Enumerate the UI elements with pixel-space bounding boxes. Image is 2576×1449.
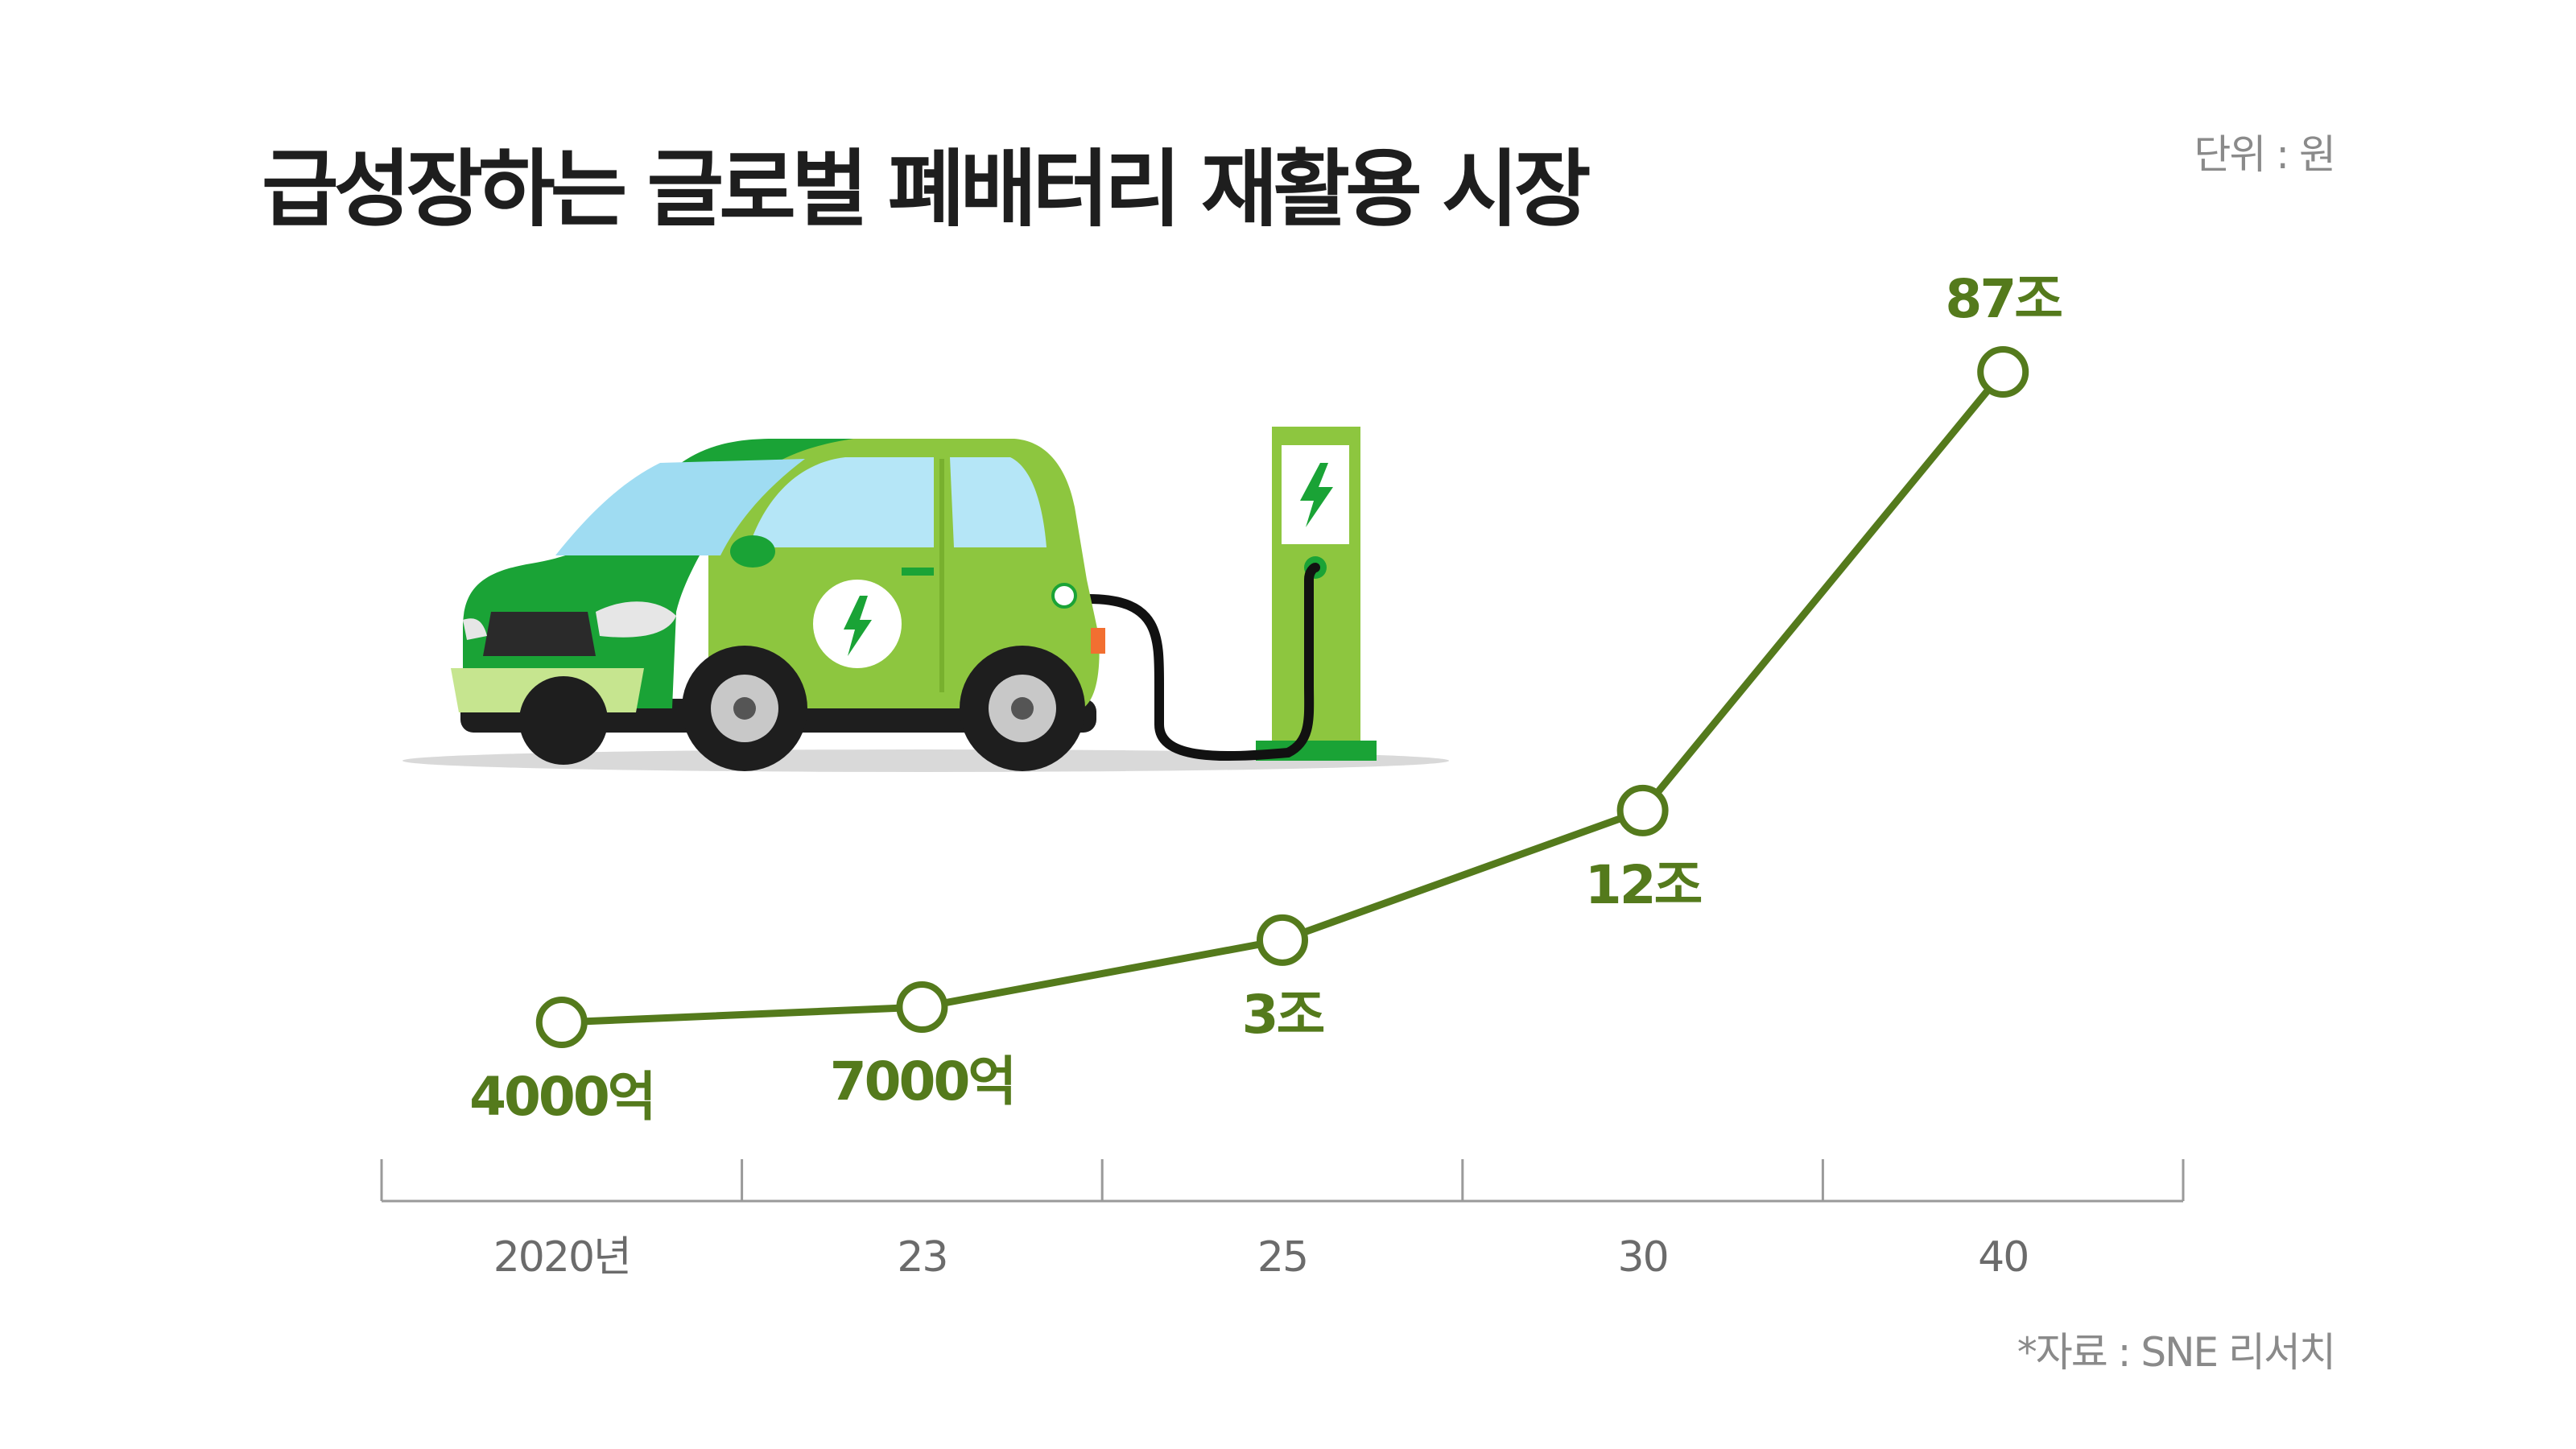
data-value-labels: 4000억 7000억 3조 12조 87조 xyxy=(469,268,2064,1128)
x-axis-ticks xyxy=(380,1159,2185,1201)
data-value-label: 3조 xyxy=(1242,984,1324,1046)
data-point xyxy=(535,997,588,1048)
source-note: *자료 : SNE 리서치 xyxy=(2017,1329,2336,1376)
data-value-label: 4000억 xyxy=(469,1066,654,1128)
data-value-label: 7000억 xyxy=(830,1051,1014,1113)
unit-label: 단위 : 원 xyxy=(2194,131,2336,178)
data-point xyxy=(1616,784,1669,836)
x-tick-label: 25 xyxy=(1257,1233,1307,1282)
data-value-label: 87조 xyxy=(1945,268,2062,330)
x-axis-tick-labels: 2020년 23 25 30 40 xyxy=(493,1233,2030,1282)
data-point xyxy=(1257,914,1308,966)
x-tick-label: 40 xyxy=(1978,1233,2028,1282)
data-point xyxy=(1977,346,2029,398)
x-tick-label: 23 xyxy=(897,1233,947,1282)
x-tick-label: 30 xyxy=(1618,1233,1668,1282)
chart-title: 급성장하는 글로벌 폐배터리 재활용 시장 xyxy=(262,140,1591,238)
data-points xyxy=(535,346,2029,1048)
data-point xyxy=(896,981,948,1034)
electric-car-charging-icon xyxy=(402,427,1449,772)
data-value-label: 12조 xyxy=(1585,854,1702,916)
x-tick-label: 2020년 xyxy=(493,1233,630,1282)
